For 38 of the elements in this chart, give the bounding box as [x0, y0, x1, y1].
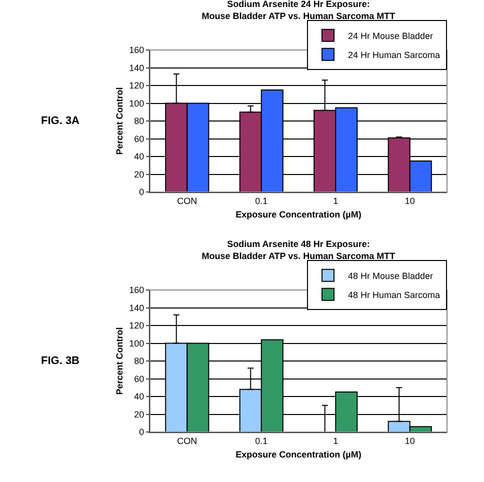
y-tick-label: 100 [129, 98, 144, 108]
x-tick-label: 10 [404, 196, 415, 206]
y-tick-label: 0 [139, 427, 144, 438]
y-tick-label: 80 [134, 116, 144, 126]
x-tick-label: CON [177, 196, 198, 206]
y-tick-label: 140 [129, 62, 144, 73]
x-tick-label: CON [177, 436, 198, 446]
y-axis-title: Percent Control [114, 87, 125, 155]
y-tick-label: 60 [134, 374, 144, 384]
y-tick-label: 60 [134, 134, 144, 144]
y-tick-label: 0 [139, 187, 144, 198]
x-axis-title: Exposure Concentration (µM) [236, 210, 362, 220]
x-axis-title: Exposure Concentration (µM) [236, 450, 362, 460]
legend-label: 48 Hr Mouse Bladder [348, 270, 434, 281]
chart-title: Sodium Arsenite 24 Hr Exposure: Mouse Bladder ATP vs. Human Sarcoma MTT [202, 0, 396, 21]
y-tick-label: 120 [129, 320, 144, 331]
y-tick-label: 160 [129, 285, 144, 296]
y-axis-title: Percent Control [114, 327, 125, 395]
y-tick-label: 120 [129, 80, 144, 91]
y-tick-label: 160 [129, 45, 144, 56]
y-tick-label: 20 [134, 409, 144, 420]
y-tick-label: 20 [134, 169, 144, 180]
x-tick-label: 1 [333, 196, 338, 206]
legend-label: 48 Hr Human Sarcoma [348, 290, 440, 300]
x-tick-label: 10 [404, 436, 415, 446]
legend-label: 24 Hr Human Sarcoma [348, 50, 440, 60]
y-tick-label: 100 [129, 338, 144, 348]
legend-label: 24 Hr Mouse Bladder [348, 30, 434, 41]
x-tick-label: 0.1 [255, 436, 268, 446]
x-tick-label: 0.1 [255, 196, 268, 206]
chart-title: Sodium Arsenite 48 Hr Exposure: Mouse Bladder ATP vs. Human Sarcoma MTT [202, 239, 396, 261]
x-tick-label: 1 [333, 436, 338, 446]
y-tick-label: 40 [134, 392, 144, 402]
y-tick-label: 140 [129, 302, 144, 313]
caption: FIG. 3B [41, 355, 80, 367]
y-tick-label: 80 [134, 356, 144, 366]
y-tick-label: 40 [134, 152, 144, 162]
caption: FIG. 3A [41, 115, 80, 127]
